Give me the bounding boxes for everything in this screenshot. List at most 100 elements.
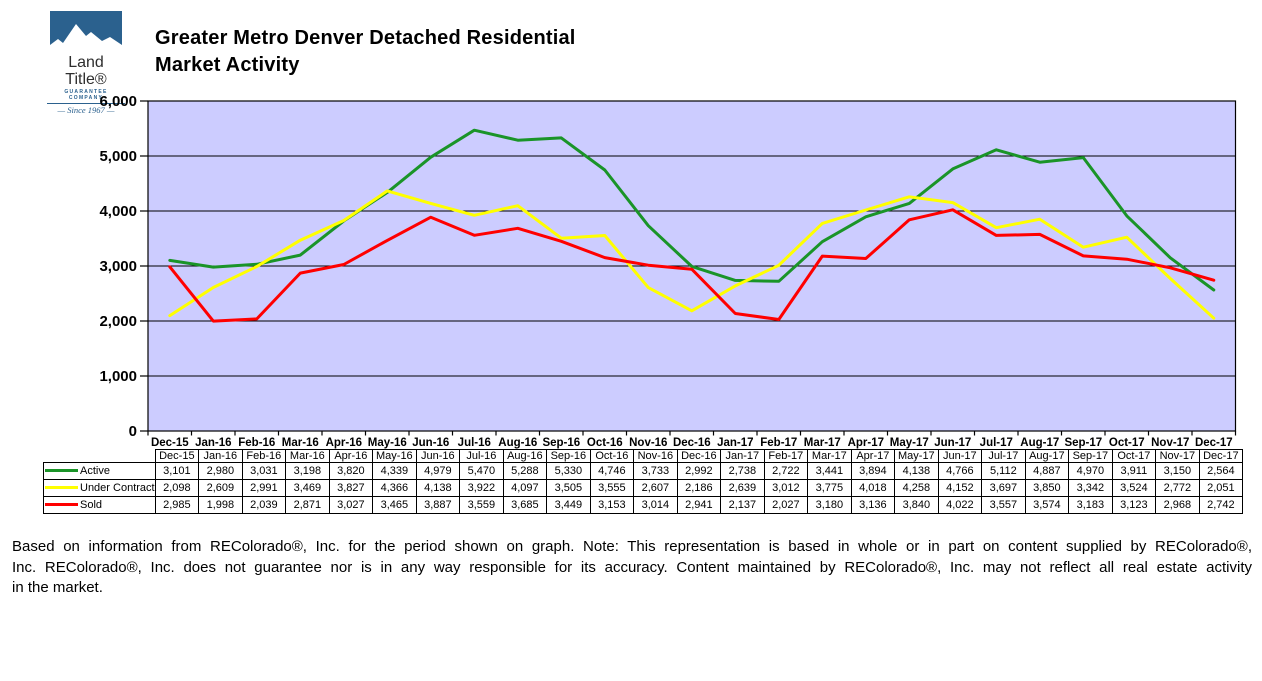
month-header-cell: Mar-16 xyxy=(285,449,330,463)
x-axis-label: Jul-16 xyxy=(458,437,491,449)
x-axis-label: Feb-16 xyxy=(238,437,275,449)
month-header-cell: Oct-17 xyxy=(1111,449,1157,463)
disclaimer-line2: Inc. REColorado®, Inc. does not guarante… xyxy=(12,558,1252,576)
value-cell: 3,465 xyxy=(372,496,417,514)
logo-company-name: Land Title® xyxy=(65,54,107,88)
value-cell: 2,051 xyxy=(1198,479,1244,497)
logo-subtitle: GUARANTEE COMPANY xyxy=(47,89,125,104)
value-cell: 2,564 xyxy=(1198,462,1244,480)
legend-swatch-icon xyxy=(45,468,78,472)
value-cell: 3,342 xyxy=(1068,479,1113,497)
x-axis-label: Oct-16 xyxy=(587,437,623,449)
legend-cell: Sold xyxy=(43,496,156,514)
x-axis-label: Jun-16 xyxy=(412,437,449,449)
legend-cell: Under Contract xyxy=(43,479,156,497)
value-cell: 3,198 xyxy=(285,462,330,480)
value-cell: 3,505 xyxy=(546,479,591,497)
x-axis-label: Apr-16 xyxy=(326,437,362,449)
chart-title-line2: Market Activity xyxy=(155,54,300,76)
value-cell: 4,887 xyxy=(1024,462,1070,480)
month-header-cell: Jun-16 xyxy=(415,449,461,463)
legend-label: Active xyxy=(80,465,110,477)
month-header-cell: Dec-15 xyxy=(154,449,200,463)
value-cell: 4,258 xyxy=(894,479,939,497)
x-axis-label: Jan-17 xyxy=(717,437,753,449)
x-axis-label: Jan-16 xyxy=(195,437,231,449)
value-cell: 2,607 xyxy=(633,479,678,497)
value-cell: 3,153 xyxy=(589,496,635,514)
value-cell: 2,609 xyxy=(198,479,243,497)
month-header-cell: Dec-17 xyxy=(1198,449,1244,463)
y-axis-label: 4,000 xyxy=(99,203,137,220)
value-cell: 3,775 xyxy=(807,479,852,497)
value-cell: 3,850 xyxy=(1024,479,1070,497)
x-axis-label: Mar-16 xyxy=(282,437,319,449)
value-cell: 2,991 xyxy=(241,479,287,497)
value-cell: 3,441 xyxy=(807,462,852,480)
value-cell: 2,742 xyxy=(1198,496,1244,514)
value-cell: 3,469 xyxy=(285,479,330,497)
value-cell: 2,968 xyxy=(1155,496,1200,514)
value-cell: 1,998 xyxy=(198,496,243,514)
x-axis-label: May-17 xyxy=(890,437,929,449)
value-cell: 2,772 xyxy=(1155,479,1200,497)
value-cell: 5,470 xyxy=(459,462,504,480)
value-cell: 3,012 xyxy=(763,479,809,497)
x-axis-label: Sep-17 xyxy=(1064,437,1102,449)
value-cell: 3,150 xyxy=(1155,462,1200,480)
value-cell: 3,123 xyxy=(1111,496,1157,514)
x-axis-label: Apr-17 xyxy=(848,437,884,449)
value-cell: 4,979 xyxy=(415,462,461,480)
chart-title: Greater Metro Denver Detached Residentia… xyxy=(155,25,576,79)
table-row-under-contract: Under Contract 2,098 2,609 2,991 3,469 3,827 4… xyxy=(43,479,1244,497)
x-axis-label: Dec-16 xyxy=(673,437,711,449)
legend-cell: Active xyxy=(43,462,156,480)
value-cell: 3,101 xyxy=(154,462,200,480)
value-cell: 2,137 xyxy=(720,496,765,514)
month-header-cell: Oct-16 xyxy=(589,449,635,463)
x-axis-label: Mar-17 xyxy=(804,437,841,449)
disclaimer-line3: in the market. xyxy=(12,579,103,596)
value-cell: 4,746 xyxy=(589,462,635,480)
value-cell: 3,031 xyxy=(241,462,287,480)
value-cell: 3,449 xyxy=(546,496,591,514)
value-cell: 3,014 xyxy=(633,496,678,514)
month-header-cell: Sep-16 xyxy=(546,449,591,463)
y-axis-label: 5,000 xyxy=(99,148,137,165)
month-header-cell: Nov-17 xyxy=(1155,449,1200,463)
logo-tagline: — Since 1967 — xyxy=(57,105,115,115)
month-header-cell: Sep-17 xyxy=(1068,449,1113,463)
value-cell: 3,685 xyxy=(502,496,548,514)
month-header-cell: Apr-16 xyxy=(328,449,374,463)
value-cell: 4,022 xyxy=(937,496,983,514)
value-cell: 2,186 xyxy=(676,479,722,497)
disclaimer-text: Based on information from REColorado®, I… xyxy=(12,537,1252,599)
value-cell: 2,871 xyxy=(285,496,330,514)
legend-label: Under Contract xyxy=(80,482,155,494)
month-header-cell: Apr-17 xyxy=(850,449,896,463)
value-cell: 3,136 xyxy=(850,496,896,514)
value-cell: 4,766 xyxy=(937,462,983,480)
month-header-cell: Jul-16 xyxy=(459,449,504,463)
table-row-sold: Sold 2,985 1,998 2,039 2,871 3,027 3,465 3,887 3… xyxy=(43,496,1244,514)
value-cell: 4,097 xyxy=(502,479,548,497)
month-header-cell: Mar-17 xyxy=(807,449,852,463)
x-axis-label: May-16 xyxy=(368,437,407,449)
x-axis-label: Dec-15 xyxy=(151,437,189,449)
table-header-row: Dec-15 Jan-16 Feb-16 Mar-16 Apr-16 May-16 Jun-… xyxy=(44,449,1244,463)
value-cell: 4,152 xyxy=(937,479,983,497)
chart-data-table: Dec-15 Jan-16 Feb-16 Mar-16 Apr-16 May-16 Jun-… xyxy=(43,449,1244,514)
month-header-cell: Nov-16 xyxy=(633,449,678,463)
value-cell: 3,524 xyxy=(1111,479,1157,497)
month-header-cell: Jun-17 xyxy=(937,449,983,463)
value-cell: 4,018 xyxy=(850,479,896,497)
value-cell: 2,039 xyxy=(241,496,287,514)
value-cell: 5,288 xyxy=(502,462,548,480)
value-cell: 3,180 xyxy=(807,496,852,514)
value-cell: 3,922 xyxy=(459,479,504,497)
x-axis-label: Feb-17 xyxy=(760,437,797,449)
x-axis-label: Oct-17 xyxy=(1109,437,1145,449)
month-header-cell: May-16 xyxy=(372,449,417,463)
value-cell: 5,112 xyxy=(981,462,1026,480)
